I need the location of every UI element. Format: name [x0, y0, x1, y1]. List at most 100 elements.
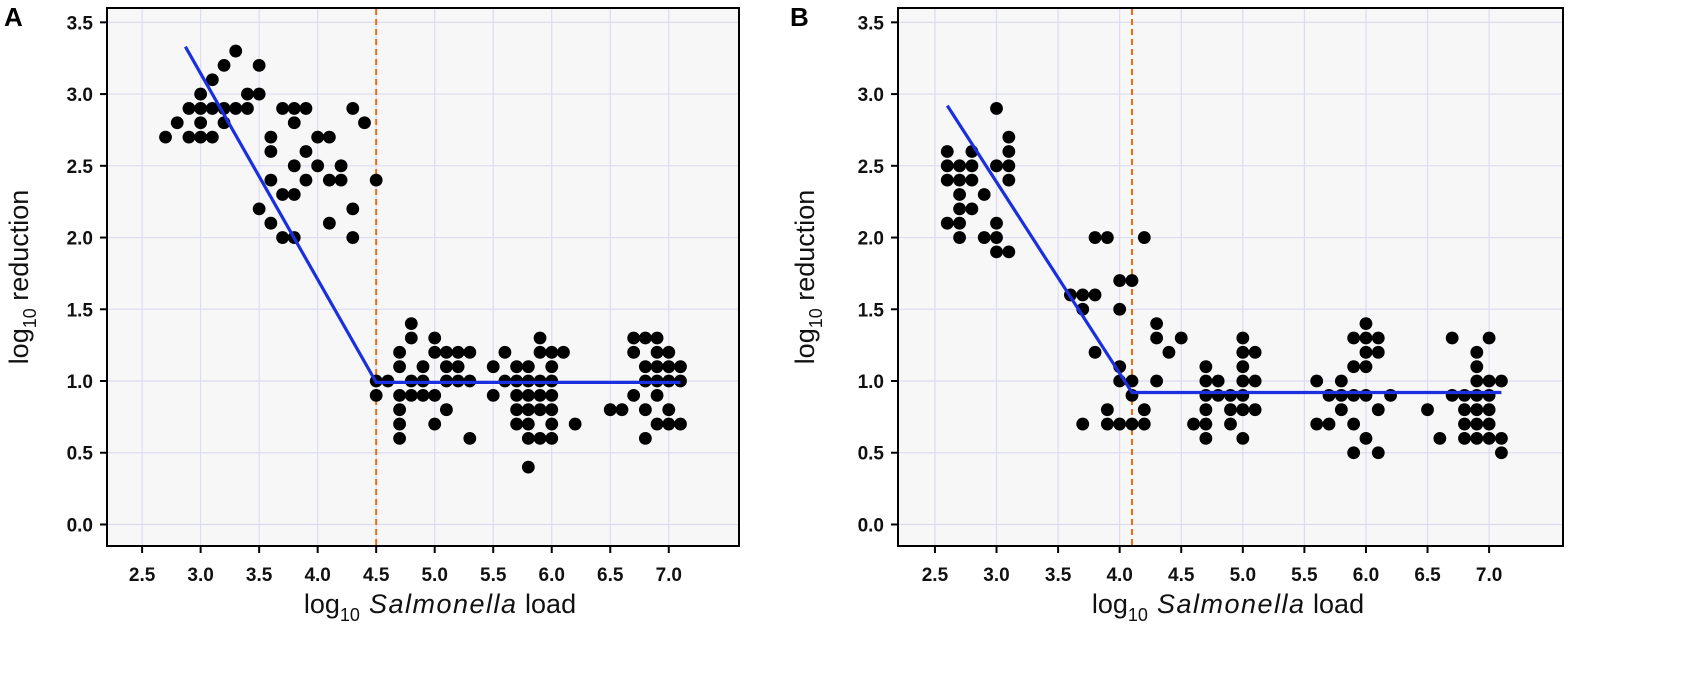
y-tick-label: 3.0 — [67, 85, 93, 106]
data-point — [545, 345, 559, 359]
data-point — [990, 159, 1003, 173]
data-point — [404, 388, 418, 402]
data-point — [1347, 417, 1361, 431]
data-point — [1076, 417, 1090, 431]
y-axis-title: log10 reduction — [4, 190, 40, 365]
y-tick-label: 3.5 — [858, 13, 885, 34]
data-point — [638, 331, 652, 345]
data-point — [416, 360, 430, 374]
data-point — [1371, 403, 1385, 417]
data-point — [521, 417, 535, 431]
data-point — [1088, 231, 1102, 244]
data-point — [1248, 374, 1262, 388]
data-point — [533, 345, 547, 359]
data-point — [940, 173, 954, 187]
data-point — [1347, 360, 1361, 374]
data-point — [1125, 374, 1139, 388]
data-point — [159, 130, 172, 144]
data-point — [545, 432, 559, 445]
data-point — [545, 388, 559, 402]
data-point — [205, 130, 219, 144]
data-point — [510, 360, 524, 374]
data-point — [557, 345, 570, 359]
data-point — [287, 102, 301, 115]
data-point — [1482, 331, 1496, 345]
data-point — [953, 202, 966, 216]
data-point — [241, 102, 254, 115]
y-tick-label: 3.5 — [67, 13, 94, 34]
data-point — [404, 317, 418, 331]
data-point — [533, 331, 547, 345]
data-point — [1150, 317, 1164, 331]
data-point — [650, 417, 664, 431]
data-point — [990, 216, 1003, 230]
data-point — [1076, 288, 1090, 302]
data-point — [1236, 374, 1250, 388]
data-point — [1236, 345, 1250, 359]
data-point — [1371, 446, 1385, 460]
x-tick-label: 4.5 — [363, 565, 390, 586]
x-tick-label: 2.5 — [129, 565, 156, 586]
data-point — [1199, 360, 1213, 374]
data-point — [965, 173, 979, 187]
data-point — [1137, 231, 1151, 244]
data-point — [311, 130, 325, 144]
data-point — [662, 345, 676, 359]
data-point — [1359, 360, 1373, 374]
data-point — [1495, 432, 1508, 445]
x-tick-label: 4.0 — [304, 565, 330, 586]
data-point — [940, 145, 954, 158]
data-point — [358, 116, 371, 130]
data-point — [1199, 388, 1213, 402]
data-point — [1458, 403, 1471, 417]
data-point — [428, 331, 442, 345]
data-point — [205, 102, 219, 115]
x-tick-label: 6.5 — [597, 565, 624, 586]
data-point — [1199, 417, 1213, 431]
data-point — [1470, 403, 1484, 417]
data-point — [1137, 417, 1151, 431]
panel-label: A — [4, 2, 23, 32]
data-point — [1445, 331, 1459, 345]
data-point — [1310, 374, 1324, 388]
x-tick-label: 2.5 — [922, 565, 949, 586]
data-point — [194, 87, 208, 101]
y-tick-label: 0.5 — [67, 444, 94, 465]
data-point — [451, 360, 465, 374]
x-tick-label: 5.5 — [1291, 565, 1318, 586]
plot-area — [897, 7, 1564, 547]
x-tick-label: 6.0 — [1353, 565, 1379, 586]
data-point — [264, 216, 278, 230]
data-point — [334, 173, 348, 187]
data-point — [217, 58, 231, 72]
data-point — [369, 388, 383, 402]
data-point — [1137, 403, 1151, 417]
data-point — [1371, 345, 1385, 359]
data-point — [650, 360, 664, 374]
data-point — [299, 173, 313, 187]
data-point — [650, 331, 664, 345]
fit-line — [184, 45, 681, 384]
data-point — [1199, 403, 1213, 417]
x-axis-title: log10 Salmonella load — [1092, 589, 1364, 625]
x-tick-label: 7.0 — [1476, 565, 1502, 586]
data-point — [1322, 388, 1336, 402]
data-point — [393, 432, 406, 445]
data-point — [521, 403, 535, 417]
data-point — [1470, 417, 1484, 431]
x-tick-label: 7.0 — [656, 565, 682, 586]
chart-panel-b: 2.5 3.0 3.5 4.0 4.5 5.0 5.5 6.0 6.5 7.0 0.0 0.5 1.0 1… — [790, 2, 1564, 625]
data-point — [428, 345, 442, 359]
data-point — [1482, 403, 1496, 417]
data-point — [521, 360, 535, 374]
data-point — [1371, 331, 1385, 345]
data-point — [440, 403, 453, 417]
data-point — [1495, 446, 1508, 460]
data-point — [953, 231, 966, 244]
data-point — [182, 102, 196, 115]
data-point — [1482, 432, 1496, 445]
data-point — [322, 216, 336, 230]
data-point — [510, 403, 524, 417]
data-point — [428, 417, 442, 431]
data-point — [1187, 417, 1200, 431]
